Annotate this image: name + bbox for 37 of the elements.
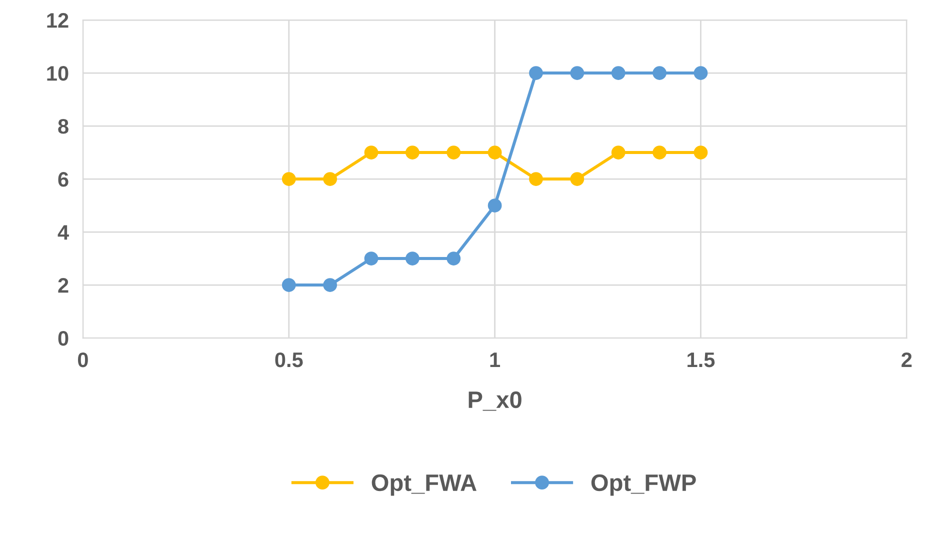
point bbox=[323, 172, 338, 186]
point bbox=[611, 146, 626, 160]
y-tick-label: 12 bbox=[47, 13, 68, 28]
y-tick-label: 6 bbox=[58, 172, 68, 187]
point bbox=[570, 172, 584, 186]
point bbox=[570, 66, 584, 80]
point bbox=[282, 172, 296, 186]
legend-label: Opt_FWA bbox=[372, 474, 476, 496]
y-tick-label: 4 bbox=[58, 225, 69, 240]
x-tick-label: 1 bbox=[490, 352, 500, 368]
point bbox=[529, 66, 543, 80]
point bbox=[694, 146, 708, 160]
point bbox=[652, 66, 666, 80]
point bbox=[488, 146, 502, 160]
x-axis-title: P_x0 bbox=[468, 391, 522, 411]
x-tick-label: 2 bbox=[902, 352, 912, 368]
y-tick-label: 8 bbox=[58, 119, 68, 134]
y-tick-label: 2 bbox=[58, 278, 68, 293]
point bbox=[405, 146, 420, 160]
x-tick-label: 0 bbox=[78, 352, 88, 368]
point bbox=[611, 66, 626, 80]
point bbox=[652, 146, 666, 160]
point bbox=[529, 172, 543, 186]
point bbox=[364, 146, 378, 160]
x-tick-label: 0.5 bbox=[275, 352, 303, 368]
point bbox=[282, 278, 296, 292]
y-tick-label: 0 bbox=[58, 331, 68, 346]
point bbox=[405, 252, 420, 266]
point bbox=[364, 252, 378, 266]
point bbox=[694, 66, 708, 80]
x-tick-label: 1.5 bbox=[688, 352, 715, 368]
point bbox=[446, 146, 461, 160]
point bbox=[446, 252, 461, 266]
point bbox=[323, 278, 338, 292]
point bbox=[488, 198, 502, 212]
legend-label: Opt_FWP bbox=[591, 474, 696, 496]
y-tick-label: 10 bbox=[47, 66, 68, 81]
